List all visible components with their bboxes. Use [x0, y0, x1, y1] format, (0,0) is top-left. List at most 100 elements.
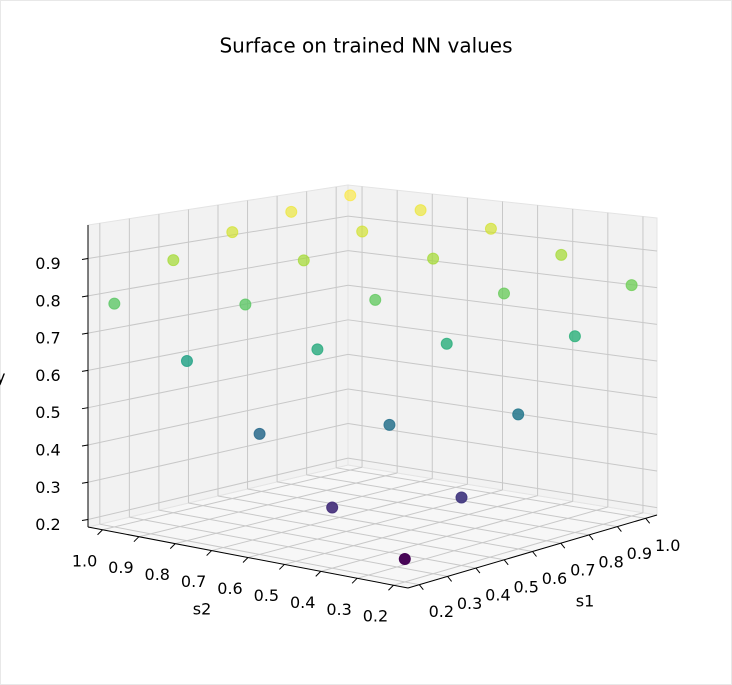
x-tick-label: 0.7 [570, 561, 595, 580]
x-tick-label: 0.3 [457, 594, 482, 613]
tick-mark [81, 332, 89, 335]
tick-mark [81, 295, 89, 298]
data-point [498, 287, 510, 300]
grid-line [138, 472, 398, 538]
grid-line [102, 466, 363, 531]
tick-mark [242, 557, 249, 563]
grid-line [87, 353, 349, 409]
data-point [440, 337, 453, 350]
y-tick-label: 0.8 [145, 565, 170, 584]
z-tick-label: 0.7 [35, 329, 60, 348]
tick-mark [351, 577, 358, 584]
data-point [356, 225, 369, 238]
grid-line [320, 500, 573, 572]
grid-line [356, 506, 608, 579]
y-tick-label: 0.4 [290, 593, 315, 612]
data-point [414, 204, 427, 217]
data-point [398, 553, 411, 566]
tick-mark [388, 584, 394, 591]
grid-line [347, 457, 658, 509]
data-point [484, 222, 497, 235]
y-tick-label: 0.2 [363, 607, 388, 626]
data-point [568, 330, 581, 343]
data-point [311, 343, 324, 356]
y-tick-label: 0.9 [108, 558, 133, 577]
z-tick-label: 0.3 [35, 478, 60, 497]
data-point [427, 252, 440, 265]
tick-mark [315, 571, 322, 577]
tick-mark [560, 542, 566, 549]
data-point [383, 418, 396, 431]
data-point [344, 189, 357, 202]
grid-line [347, 215, 658, 252]
y-tick-label: 1.0 [72, 551, 97, 570]
x-tick-label: 1.0 [655, 536, 680, 555]
grid-line [175, 478, 433, 545]
x-axis-line [407, 514, 658, 589]
x-tick-label: 0.6 [542, 569, 567, 588]
data-point [555, 248, 568, 261]
z-tick-label: 0.9 [35, 254, 60, 273]
y-tick-label: 0.5 [254, 586, 279, 605]
x-axis-label: s1 [576, 592, 595, 611]
data-point [512, 408, 525, 421]
tick-mark [206, 550, 212, 556]
data-point [226, 226, 239, 239]
grid-line [347, 319, 658, 362]
tick-mark [81, 369, 89, 372]
y-tick-label: 0.3 [326, 600, 351, 619]
grid-line [393, 512, 644, 586]
grid-line [347, 353, 658, 399]
tick-mark [169, 543, 176, 549]
tick-mark [645, 518, 651, 524]
x-tick-label: 0.2 [429, 602, 454, 621]
z-tick-label: 0.6 [35, 366, 60, 385]
data-point [108, 297, 121, 310]
y-axis-label: s2 [193, 600, 212, 619]
tick-mark [81, 481, 89, 484]
tick-mark [133, 536, 140, 543]
tick-mark [503, 559, 509, 566]
y-tick-label: 0.7 [181, 572, 206, 591]
data-point [625, 279, 638, 292]
tick-mark [81, 407, 89, 410]
data-point [326, 501, 339, 514]
grid-line [347, 284, 658, 325]
x-tick-label: 0.5 [513, 577, 538, 596]
tick-mark [81, 258, 89, 261]
tick-mark [418, 584, 424, 590]
grid-line [87, 215, 349, 260]
y-axis-line [87, 526, 409, 589]
data-point [167, 254, 180, 267]
grid-line [347, 388, 658, 435]
tick-mark [97, 529, 103, 536]
tick-mark [447, 576, 453, 582]
tick-mark [475, 567, 481, 574]
grid-line [87, 284, 349, 334]
tick-mark [616, 526, 622, 532]
z-axis-label: y [0, 368, 5, 387]
tick-mark [81, 519, 89, 522]
grid-line [211, 483, 468, 552]
z-tick-label: 0.2 [35, 515, 60, 534]
z-tick-label: 0.8 [35, 291, 60, 310]
data-point [239, 298, 252, 311]
data-point [297, 254, 310, 267]
data-point [455, 491, 468, 504]
x-tick-label: 0.8 [598, 552, 623, 571]
grid-line [87, 388, 349, 446]
tick-mark [532, 551, 537, 557]
tick-mark [588, 534, 594, 541]
data-point [180, 354, 193, 367]
grid-line [87, 457, 349, 521]
grid-line [87, 319, 349, 371]
x-tick-label: 0.9 [627, 544, 652, 563]
grid-line [347, 250, 658, 289]
z-tick-label: 0.5 [35, 403, 60, 422]
data-point [369, 293, 382, 306]
tick-mark [81, 444, 89, 447]
data-point [285, 205, 298, 218]
y-tick-label: 0.6 [217, 579, 242, 598]
tick-mark [279, 564, 285, 570]
